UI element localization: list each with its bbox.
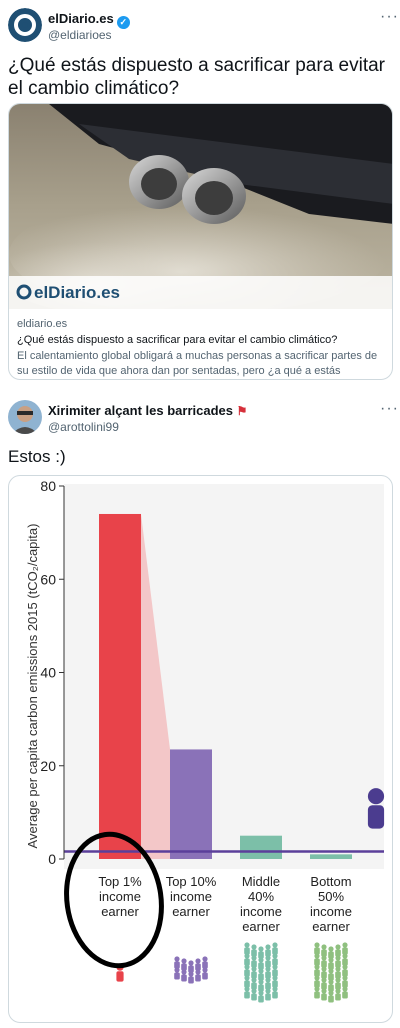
y-tick-label: 20 [40,758,56,774]
crowd-icon-middle40 [244,942,278,1003]
crowd-icon-bottom50 [314,942,348,1003]
author-name[interactable]: Xirimiter alçant les barricades ⚑ [48,403,247,418]
person-icon-reference [367,788,385,829]
avatar[interactable] [8,8,42,42]
author-handle[interactable]: @eldiarioes [48,28,112,42]
x-tick-label: Middle 40% income earner [240,874,282,934]
emissions-bar-chart: 0 20 40 60 80 Top 1% income earner Top 10% incom… [25,478,385,1003]
author-name-text: Xirimiter alçant les barricades [48,403,233,418]
card-logo-text: elDiario.es [34,283,120,302]
author-name[interactable]: elDiario.es ✓ [48,11,130,29]
exhaust-pipe-image: elDiario.es [9,104,392,309]
bar-3 [310,854,352,859]
card-meta: eldiario.es ¿Qué estás dispuesto a sacri… [17,317,387,379]
more-options-icon[interactable]: ··· [380,400,399,417]
y-tick-label: 40 [40,665,56,681]
bar-0 [99,513,141,859]
x-tick-label: Top 10% income earner [166,874,217,919]
red-flag-icon: ⚑ [236,404,248,418]
link-card[interactable]: elDiario.es eldiario.es ¿Qué estás dispu… [8,103,393,380]
y-axis-label: Average per capita carbon emissions 2015… [25,524,40,849]
hand-drawn-circle [64,831,164,969]
bar-1 [170,749,212,859]
chart-image[interactable]: 0 20 40 60 80 Top 1% income earner Top 10% incom… [8,475,393,1023]
user-avatar-icon [8,400,42,434]
highlight-wedge [141,513,170,859]
card-domain: eldiario.es [17,318,68,330]
tweet-text: Estos :) [8,447,66,466]
bar-2 [240,835,282,859]
x-tick-label: Bottom 50% income earner [310,874,352,934]
more-options-icon[interactable]: ··· [380,8,399,25]
card-description: El calentamiento global obligará a mucha… [17,350,378,377]
crowd-icon-top10 [174,956,208,984]
x-tick-label: Top 1% income earner [98,874,142,919]
verified-badge-icon: ✓ [116,16,130,29]
y-tick-label: 0 [48,851,56,867]
y-tick-label: 80 [40,478,56,494]
tweet-text: ¿Qué estás dispuesto a sacrificar para e… [8,55,386,99]
y-tick-label: 60 [40,571,56,587]
avatar[interactable] [8,400,42,434]
author-name-text: elDiario.es [48,11,114,26]
author-handle[interactable]: @arottolini99 [48,420,119,434]
card-title: ¿Qué estás dispuesto a sacrificar para e… [17,334,338,346]
eldiario-logo-icon [8,8,42,42]
